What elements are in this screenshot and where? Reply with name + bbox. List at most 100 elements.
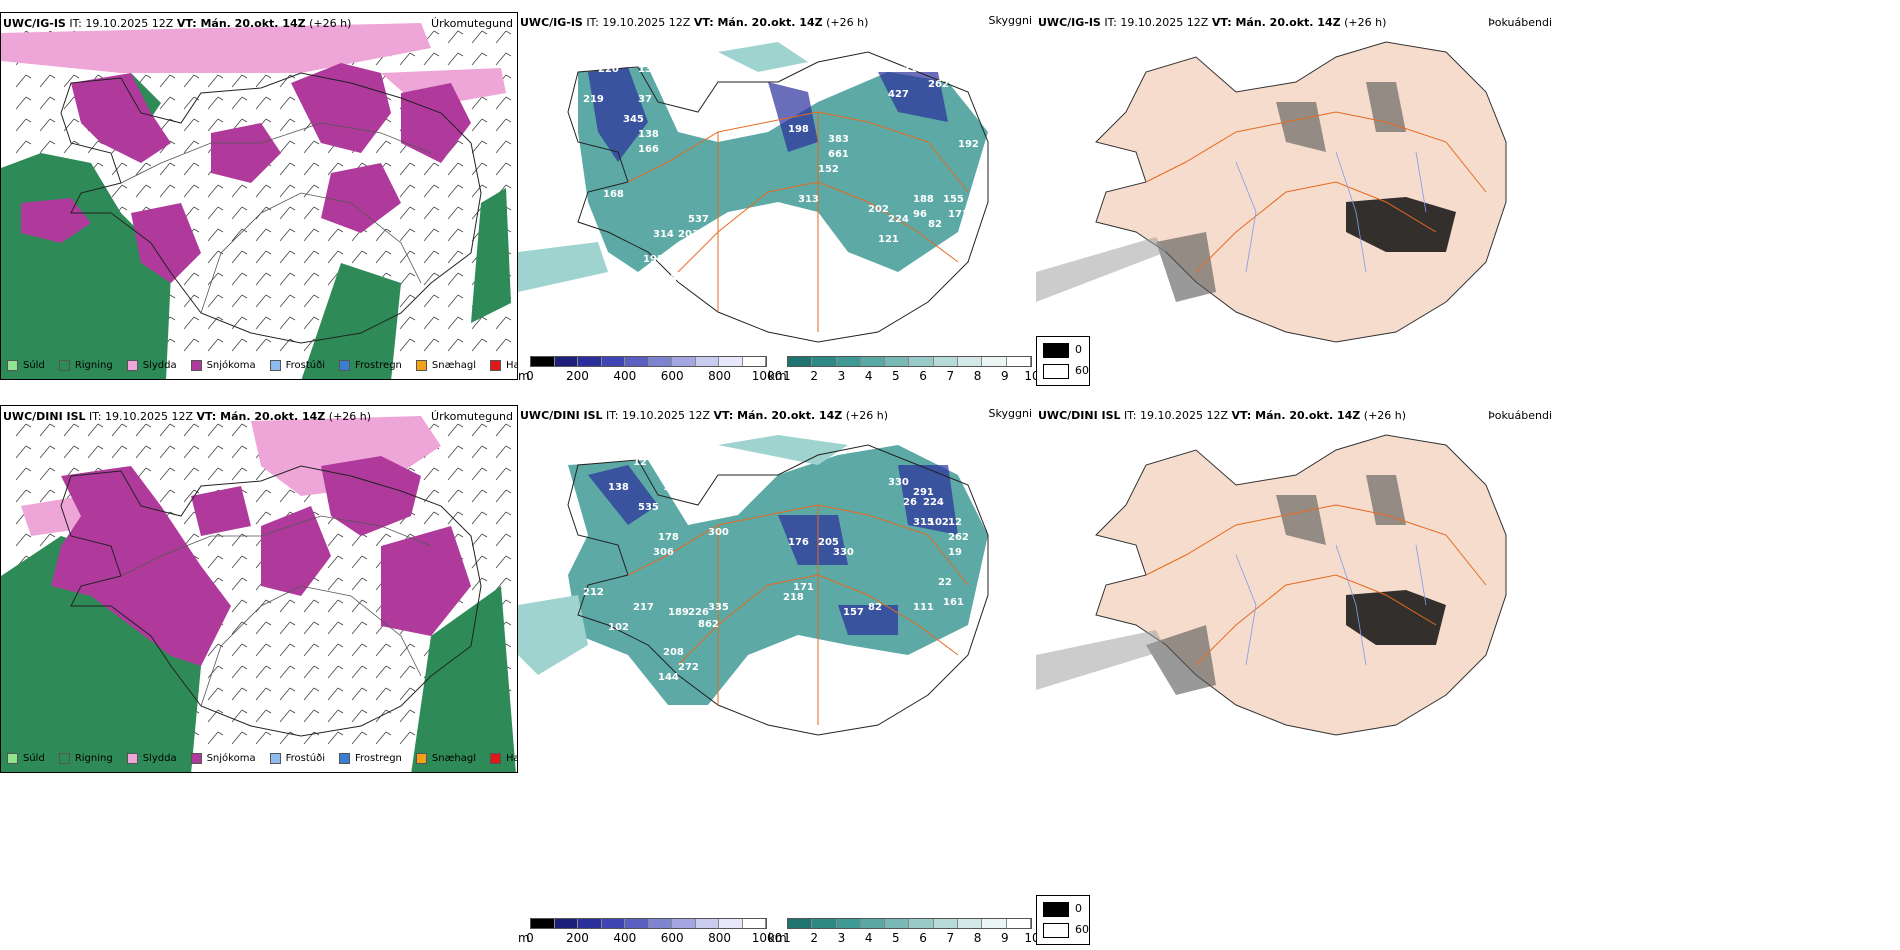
- cloud-base-label: 234: [763, 204, 784, 215]
- wind-barb: [375, 731, 392, 745]
- snow-area-east: [321, 163, 401, 233]
- legend-item: Rigning: [58, 360, 113, 371]
- cloud-blue-areas: [588, 67, 948, 162]
- fog-legend-bottom: 0 60: [1036, 895, 1090, 945]
- wind-barb: [399, 709, 416, 723]
- colorbar-segment: [958, 357, 983, 366]
- legend-label: Snjókoma: [206, 360, 256, 371]
- legend-label: Slydda: [142, 360, 177, 371]
- colorbar-segment: [860, 357, 886, 366]
- legend-label: Slydda: [142, 753, 177, 764]
- cloud-base-label: 862: [698, 619, 719, 630]
- cloud-blue-areas: [588, 465, 958, 635]
- wind-barb: [327, 687, 344, 701]
- valid-time: VT: Mán. 20.okt. 14Z: [693, 16, 823, 29]
- cloud-unit-top: m: [518, 369, 530, 383]
- colorbar-tick: 10: [1024, 369, 1040, 383]
- wind-barb: [303, 687, 320, 701]
- wind-barb: [399, 316, 416, 330]
- wind-barb: [15, 445, 32, 459]
- wind-barb: [39, 489, 56, 503]
- wind-barb: [495, 30, 512, 44]
- legend-label: Súld: [23, 753, 45, 764]
- wind-barb: [303, 643, 320, 657]
- wind-barb: [183, 272, 200, 286]
- wind-barb: [447, 272, 464, 286]
- colorbar-tick: 3: [837, 369, 846, 383]
- cloud-base-label: 189: [668, 607, 689, 618]
- colorbar-tick: 4: [864, 931, 873, 945]
- cloud-base-label: 335: [708, 602, 729, 613]
- cloud-base-label: 291: [913, 487, 934, 498]
- wind-barb: [207, 643, 224, 657]
- cloud-vis-panel-top: 220 13 219 37 345 138 166 168 17 537 314 203 191 257 3…: [518, 12, 1036, 380]
- wind-barb: [303, 162, 320, 176]
- fog-map-bottom: [1036, 434, 1507, 736]
- cloud-base-label: 218: [783, 592, 804, 603]
- wind-barb: [183, 118, 200, 132]
- wind-barb: [447, 228, 464, 242]
- wind-barb: [447, 445, 464, 459]
- wind-barb: [495, 489, 512, 503]
- wind-barb: [447, 489, 464, 503]
- wind-barb: [447, 184, 464, 198]
- cloud-base-label: 152: [818, 164, 839, 175]
- cloud-base-label: 96: [913, 209, 927, 220]
- wind-barb: [471, 489, 488, 503]
- legend-swatch: [126, 360, 138, 371]
- cloud-base-label: 37: [638, 94, 652, 105]
- legend-item: Snæhagl: [415, 753, 476, 764]
- init-time: IT: 19.10.2025 12Z: [69, 17, 174, 30]
- wind-barb: [303, 206, 320, 220]
- snow-area-center: [261, 506, 331, 596]
- wind-barb: [375, 228, 392, 242]
- fog-grey-areas: [1156, 82, 1406, 302]
- wind-barb: [279, 643, 296, 657]
- init-time: IT: 19.10.2025 12Z: [1124, 409, 1229, 422]
- wind-barb: [375, 250, 392, 264]
- wind-barb: [471, 577, 488, 591]
- wind-barb: [303, 250, 320, 264]
- wind-barb: [495, 577, 512, 591]
- cloud-base-label: 178: [658, 532, 679, 543]
- roads: [1145, 111, 1487, 273]
- colorbar-tick: 6: [919, 931, 927, 945]
- wind-barb: [231, 577, 248, 591]
- wind-barb: [231, 687, 248, 701]
- cloud-base-label: 176: [788, 537, 809, 548]
- cloud-base-label: 171: [948, 209, 969, 220]
- wind-barb: [207, 665, 224, 679]
- wind-barb: [303, 184, 320, 198]
- legend-item: Haglél: [490, 753, 517, 764]
- fog-legend-high-swatch: [1043, 343, 1069, 358]
- wind-barb: [87, 445, 104, 459]
- legend-swatch: [7, 360, 18, 371]
- wind-barb: [447, 30, 464, 44]
- wind-barb: [15, 96, 32, 110]
- wind-barb: [399, 643, 416, 657]
- wind-barb: [231, 445, 248, 459]
- wind-barb: [231, 709, 248, 723]
- cloud-base-label: 157: [843, 607, 864, 618]
- cloud-base-label: 168: [603, 189, 624, 200]
- wind-barb: [207, 206, 224, 220]
- wind-barb: [279, 665, 296, 679]
- wind-barb: [447, 52, 464, 66]
- wind-barb: [135, 423, 152, 437]
- wind-barb: [63, 118, 80, 132]
- legend-item: Slydda: [126, 753, 177, 764]
- wind-barb: [255, 294, 272, 308]
- roads: [627, 111, 969, 332]
- wind-barb: [279, 206, 296, 220]
- wind-barb: [111, 423, 128, 437]
- wind-barb: [327, 577, 344, 591]
- wind-barb: [279, 687, 296, 701]
- wind-barb: [231, 206, 248, 220]
- rivers: [1235, 544, 1427, 666]
- cloud-base-label: 13: [638, 64, 652, 75]
- precip-legend: Súld Rigning Slydda Snjókoma Frostúði Frostre…: [7, 753, 517, 764]
- init-time: IT: 19.10.2025 12Z: [1104, 16, 1209, 29]
- wind-barb: [231, 665, 248, 679]
- colorbar-segment: [719, 357, 743, 366]
- wind-barb: [327, 162, 344, 176]
